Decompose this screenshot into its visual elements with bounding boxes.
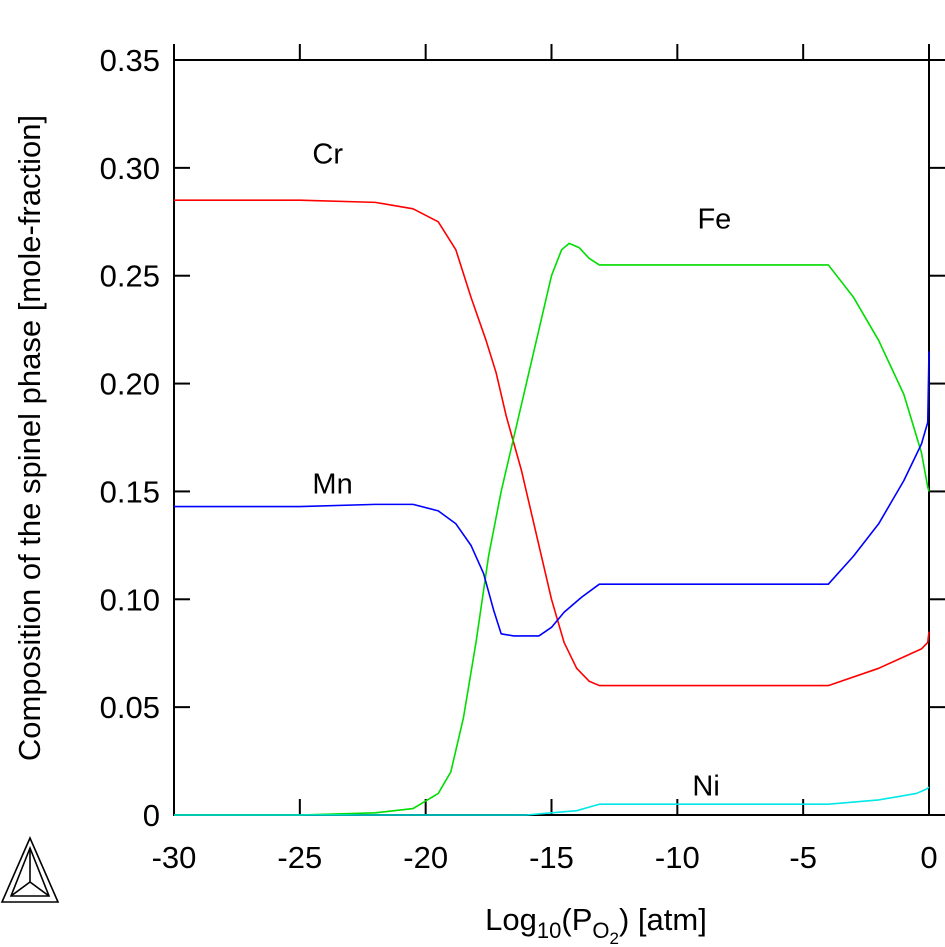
- series-label-ni: Ni: [692, 771, 719, 803]
- series-line-mn: [174, 351, 930, 637]
- x-tick-labels: -30 -25 -20 -15 -10 -5 0: [152, 840, 938, 875]
- software-logo-icon: [0, 836, 60, 903]
- y-tick-label: 0.20: [100, 367, 160, 402]
- series-label-mn: Mn: [312, 469, 352, 501]
- x-axis-label-base: Log: [485, 902, 537, 937]
- series-label-cr: Cr: [312, 139, 343, 171]
- x-axis-label-sub1: O: [592, 918, 609, 943]
- series-line-fe: [174, 242, 930, 816]
- y-tick-label: 0: [143, 798, 160, 833]
- x-axis-label-close: ) [atm]: [619, 902, 707, 937]
- series-label-fe: Fe: [697, 203, 731, 235]
- x-axis-label: Log10(PO2) [atm]: [485, 902, 707, 947]
- x-axis-label-open: (P: [561, 902, 592, 937]
- x-axis-label-sub2: 2: [610, 929, 619, 947]
- y-tick-label: 0.05: [100, 690, 160, 725]
- axis-ticks: [173, 44, 945, 816]
- x-tick-label: -25: [277, 840, 322, 875]
- series-lines: [174, 199, 930, 816]
- plot-frame: [173, 59, 930, 816]
- x-tick-label: -15: [529, 840, 574, 875]
- y-axis-label: Composition of the spinel phase [mole-fr…: [12, 115, 47, 761]
- y-tick-label: 0.10: [100, 582, 160, 617]
- x-axis-label-sub: 10: [537, 918, 561, 943]
- x-tick-label: -10: [655, 840, 700, 875]
- y-tick-label: 0.15: [100, 474, 160, 509]
- x-tick-label: -30: [152, 840, 197, 875]
- y-tick-labels: 0 0.05 0.10 0.15 0.20 0.25 0.30 0.35: [100, 43, 160, 833]
- x-tick-label: 0: [920, 840, 937, 875]
- series-line-cr: [174, 199, 930, 687]
- series-labels: Cr Fe Mn Ni: [312, 139, 731, 803]
- series-line-ni: [174, 786, 930, 816]
- y-tick-label: 0.25: [100, 259, 160, 294]
- y-tick-label: 0.30: [100, 151, 160, 186]
- y-tick-label: 0.35: [100, 43, 160, 78]
- x-tick-label: -5: [789, 840, 817, 875]
- x-tick-label: -20: [403, 840, 448, 875]
